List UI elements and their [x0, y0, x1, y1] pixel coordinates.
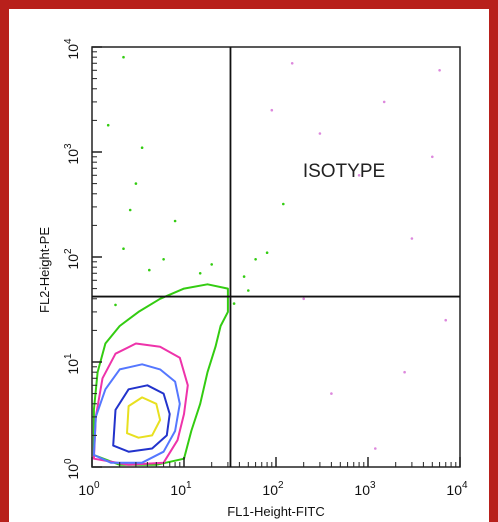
- x-tick-exponent: 0: [94, 480, 100, 491]
- x-tick-label: 103: [354, 480, 376, 498]
- scatter-point: [318, 132, 322, 135]
- y-tick-exponent: 1: [63, 353, 74, 359]
- y-tick-label: 101: [63, 353, 81, 375]
- scatter-point: [106, 123, 110, 127]
- scatter-point: [114, 303, 117, 307]
- contour-peak: [126, 396, 162, 439]
- x-tick-label: 102: [262, 480, 284, 498]
- x-tick-label: 104: [446, 480, 468, 498]
- y-tick-exponent: 2: [63, 248, 74, 254]
- scatter-point: [330, 392, 333, 395]
- scatter-point: [270, 108, 274, 112]
- scatter-point: [232, 302, 236, 305]
- x-tick-base: 10: [446, 482, 462, 498]
- y-tick-label: 103: [63, 143, 81, 165]
- contour-group: [92, 283, 229, 466]
- x-tick-label: 100: [78, 480, 100, 498]
- scatter-point: [438, 69, 441, 72]
- y-tick-base: 10: [65, 254, 81, 270]
- y-tick-base: 10: [65, 44, 81, 60]
- scatter-point: [382, 100, 386, 104]
- quadrant-label: ISOTYPE: [303, 161, 385, 182]
- y-tick-exponent: 3: [63, 143, 74, 149]
- contour-core: [112, 384, 171, 453]
- scatter-point: [247, 289, 250, 292]
- scatter-point: [140, 146, 144, 149]
- scatter-point: [431, 155, 434, 159]
- x-axis-label: FL1-Height-FITC: [227, 504, 325, 519]
- plot-area: [91, 46, 461, 468]
- scatter-point: [410, 237, 414, 240]
- scatter-point: [282, 202, 285, 206]
- contour-inner: [92, 363, 181, 464]
- y-tick-base: 10: [65, 149, 81, 165]
- scatter-point: [122, 247, 125, 250]
- scatter-point: [198, 272, 202, 275]
- x-tick-base: 10: [78, 482, 94, 498]
- scatter-point: [134, 182, 138, 185]
- y-tick-label: 104: [63, 38, 81, 60]
- y-tick-base: 10: [65, 359, 81, 375]
- y-tick-exponent: 4: [63, 38, 74, 44]
- scatter-point: [357, 174, 361, 177]
- scatter-point: [290, 62, 294, 65]
- contour-mid: [92, 342, 189, 466]
- y-axis-label: FL2-Height-PE: [37, 227, 52, 313]
- scatter-point: [148, 268, 151, 272]
- x-tick-exponent: 3: [370, 480, 376, 491]
- x-tick-exponent: 2: [278, 480, 284, 491]
- scatter-point: [265, 251, 269, 254]
- x-tick-base: 10: [170, 482, 186, 498]
- y-tick-label: 102: [63, 248, 81, 270]
- scatter-point: [173, 219, 177, 223]
- scatter-point: [242, 275, 246, 278]
- scatter-point: [374, 447, 377, 450]
- scatter-point: [162, 258, 165, 261]
- x-tick-base: 10: [262, 482, 278, 498]
- y-tick-base: 10: [65, 464, 81, 480]
- x-axis-ticks: 100 101 102 103 104: [78, 457, 468, 498]
- scatter-point: [254, 258, 257, 261]
- x-tick-exponent: 1: [186, 480, 192, 491]
- x-tick-base: 10: [354, 482, 370, 498]
- scatter-point: [403, 370, 406, 374]
- y-tick-label: 100: [63, 458, 81, 480]
- y-tick-exponent: 0: [63, 458, 74, 464]
- scatter-point: [210, 263, 213, 266]
- scatter-point: [128, 208, 132, 212]
- scatter-group: [106, 55, 448, 450]
- x-tick-label: 101: [170, 480, 192, 498]
- scatter-point: [122, 55, 125, 59]
- scatter-point: [302, 297, 306, 301]
- contour-outer: [92, 283, 229, 466]
- scatter-point: [444, 318, 448, 322]
- x-tick-exponent: 4: [462, 480, 468, 491]
